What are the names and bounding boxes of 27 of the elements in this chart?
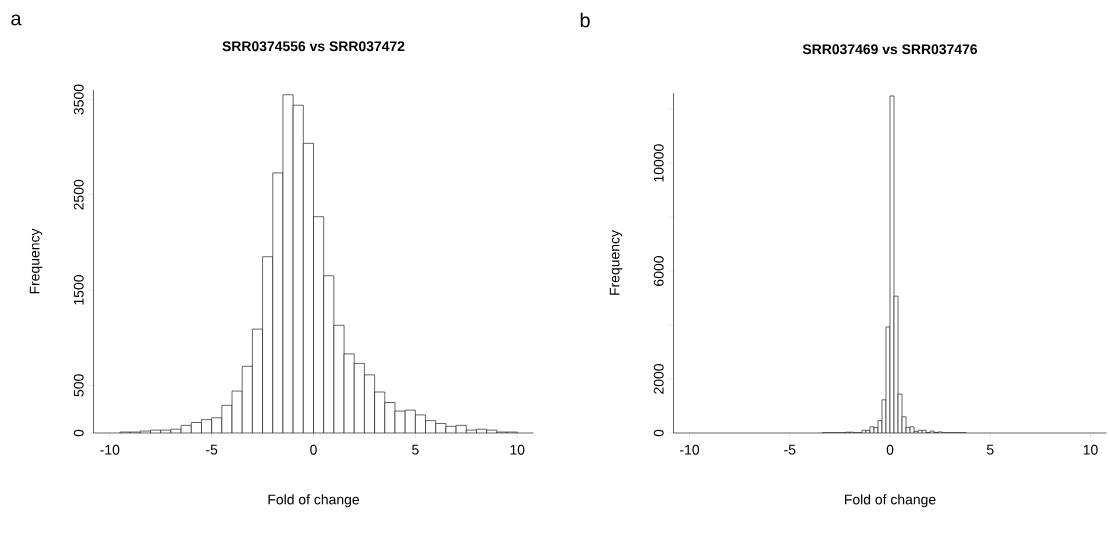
x-axis-title: Fold of change — [268, 494, 360, 508]
y-tick-label: 10000 — [653, 144, 664, 182]
y-tick-label: 0 — [653, 429, 664, 437]
text: b — [580, 12, 590, 28]
y-tick-label: 0 — [73, 429, 84, 437]
y-tick-label: 2500 — [73, 179, 84, 210]
y-tick-label: 2000 — [653, 364, 664, 394]
x-tick-label: -10 — [680, 444, 700, 455]
x-tick-label: -10 — [100, 444, 120, 455]
y-axis-title: Frequency — [29, 228, 43, 294]
x-tick-label: -5 — [206, 444, 218, 455]
chart-title: SRR0374556 vs SRR037472 — [222, 41, 405, 52]
text: a — [11, 14, 22, 26]
x-tick-label: 0 — [886, 444, 894, 455]
chart-title: SRR037469 vs SRR037476 — [802, 44, 978, 55]
x-tick-label: -5 — [784, 444, 796, 455]
y-tick-label: 500 — [73, 374, 84, 397]
y-tick-label: 6000 — [653, 256, 664, 286]
x-tick-label: 10 — [1083, 444, 1098, 455]
y-tick-label: 1500 — [73, 275, 84, 305]
y-tick-label: 3500 — [73, 84, 84, 115]
x-tick-label: 0 — [310, 444, 317, 455]
x-tick-label: 5 — [986, 444, 994, 455]
x-tick-label: 5 — [412, 444, 419, 455]
x-tick-label: 10 — [510, 444, 525, 455]
y-axis-title: Frequency — [609, 230, 623, 295]
x-axis-title: Fold of change — [845, 494, 936, 508]
